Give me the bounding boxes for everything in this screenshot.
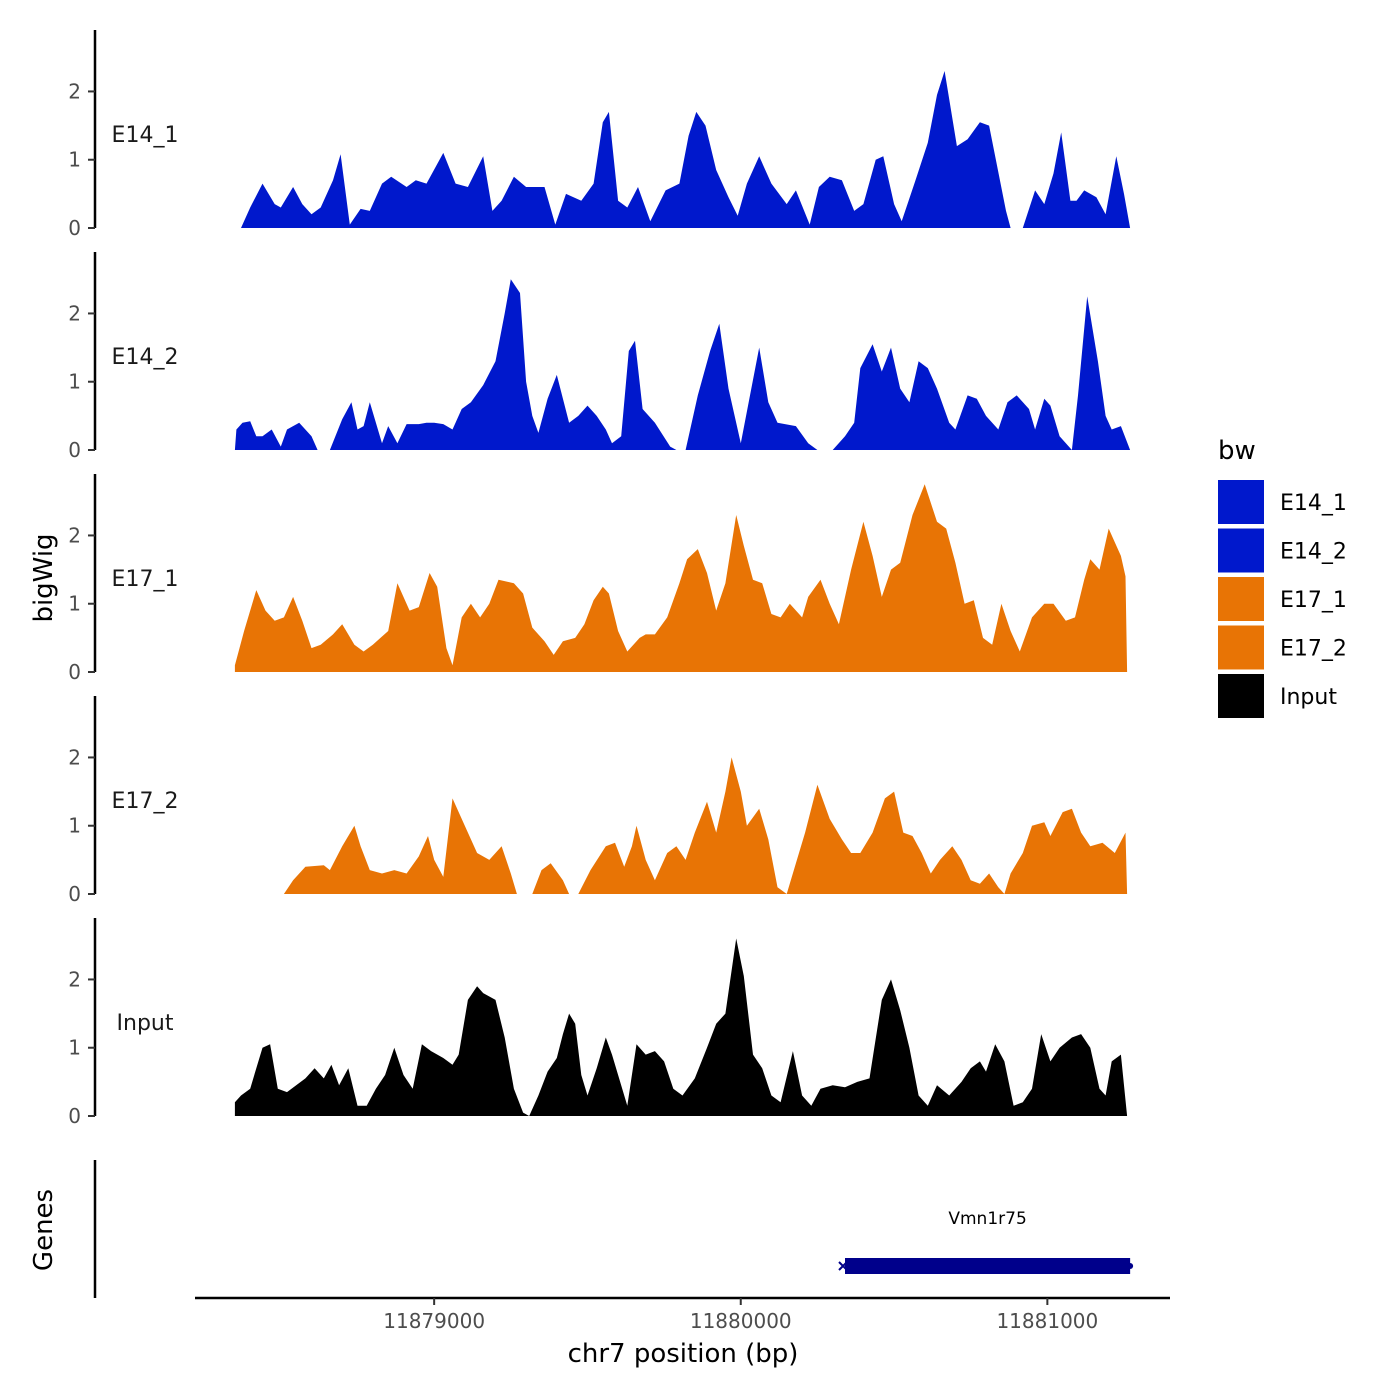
y-axis-label: bigWig (29, 533, 59, 622)
y-tick-label: 0 (68, 1104, 81, 1128)
track-label: E14_2 (112, 345, 179, 370)
legend-swatch-Input (1218, 674, 1264, 718)
track-panel-E17_1: 0 1 2 E17_1 (68, 474, 1128, 684)
y-tick-label: 0 (68, 882, 81, 906)
track-label: E14_1 (112, 123, 179, 148)
gene-body (845, 1258, 1131, 1274)
signal-area-E17_2 (283, 757, 1128, 894)
track-panel-E17_2: 0 1 2 E17_2 (68, 696, 1128, 906)
legend-label: E17_2 (1280, 637, 1347, 662)
signal-area-Input (234, 938, 1128, 1116)
legend: bw E14_1 E14_2 E17_1 E17_2 Input (1218, 436, 1347, 718)
legend-label: E14_2 (1280, 540, 1347, 565)
y-tick-label: 1 (68, 814, 81, 838)
y-tick-label: 0 (68, 216, 81, 240)
legend-label: E17_1 (1280, 588, 1347, 613)
y-tick-label: 2 (68, 967, 81, 991)
legend-swatch-E17_1 (1218, 577, 1264, 621)
y-tick-label: 0 (68, 660, 81, 684)
gene-label: Vmn1r75 (948, 1209, 1026, 1229)
track-panel-E14_1: 0 1 2 E14_1 (68, 30, 1131, 240)
y-tick-label: 0 (68, 438, 81, 462)
y-tick-label: 1 (68, 1036, 81, 1060)
signal-area-E14_2 (234, 279, 1131, 450)
track-label: E17_2 (112, 789, 179, 814)
legend-label: Input (1280, 685, 1337, 710)
y-tick-label: 2 (68, 745, 81, 769)
track-panel-E14_2: 0 1 2 E14_2 (68, 252, 1131, 462)
y-tick-label: 2 (68, 301, 81, 325)
x-tick-label: 11880000 (690, 1309, 792, 1333)
track-panel-Input: 0 1 2 Input (68, 918, 1128, 1128)
signal-panels: 0 1 2 E14_1 0 1 2 E14_2 0 1 2 E17_1 0 1 2 E17_2 0 1 2 Input (68, 30, 1131, 1128)
x-axis-label: chr7 position (bp) (568, 1339, 799, 1369)
track-label: Input (117, 1011, 174, 1036)
y-tick-label: 1 (68, 370, 81, 394)
track-label: E17_1 (112, 567, 179, 592)
legend-swatch-E14_2 (1218, 528, 1264, 573)
signal-area-E17_1 (234, 484, 1128, 672)
y-tick-label: 1 (68, 592, 81, 616)
y-tick-label: 2 (68, 523, 81, 547)
signal-area-E14_1 (241, 71, 1131, 228)
x-tick-label: 11879000 (383, 1309, 485, 1333)
x-axis: 11879000 11880000 11881000 (195, 1296, 1170, 1333)
x-tick-label: 11881000 (996, 1309, 1098, 1333)
gene-end-mark (1127, 1263, 1134, 1269)
legend-label: E14_1 (1280, 491, 1347, 516)
gene-strand-mark (838, 1261, 848, 1271)
gene-panel: Vmn1r75 (93, 1160, 1134, 1298)
genes-track-label: Genes (29, 1189, 59, 1271)
legend-title: bw (1218, 436, 1256, 466)
y-tick-label: 2 (68, 79, 81, 103)
legend-swatch-E17_2 (1218, 625, 1264, 670)
legend-swatch-E14_1 (1218, 480, 1264, 524)
y-tick-label: 1 (68, 148, 81, 172)
